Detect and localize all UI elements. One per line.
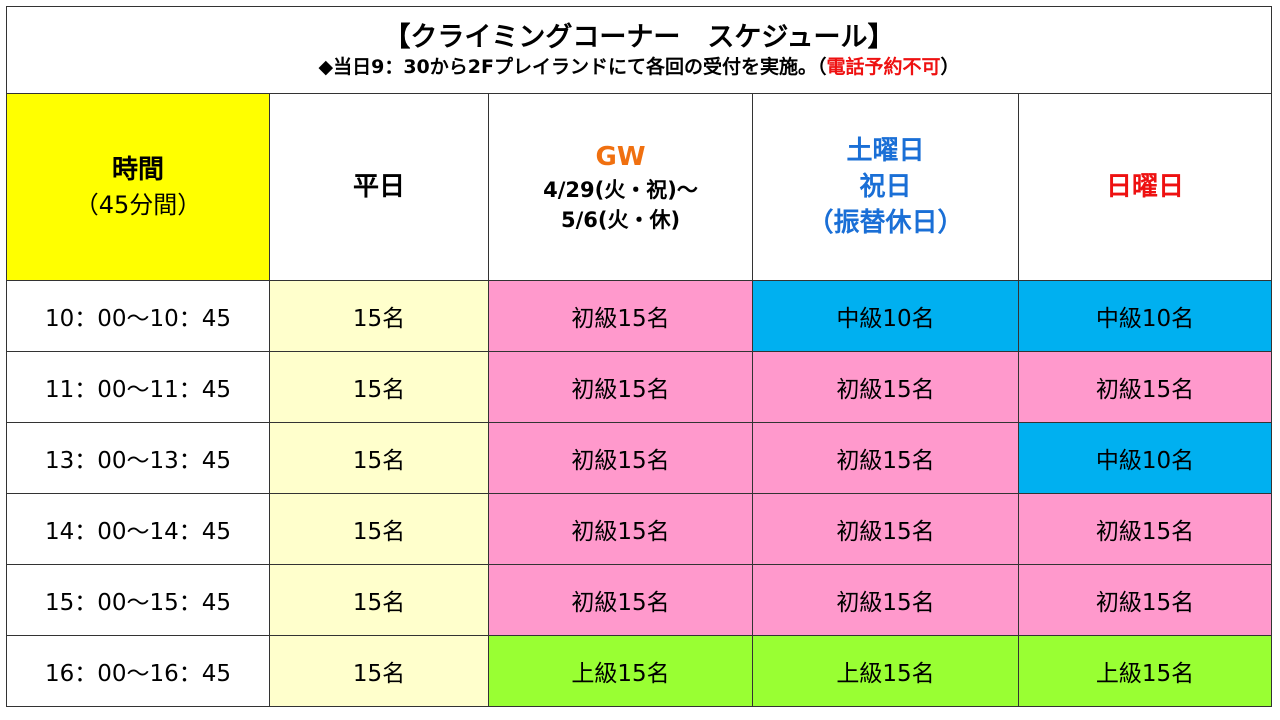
gw-cell: 初級15名: [488, 493, 753, 565]
weekday-cell: 15名: [269, 564, 489, 636]
saturday-cell: 中級10名: [752, 280, 1019, 352]
gw-cell: 初級15名: [488, 422, 753, 494]
weekday-cell: 15名: [269, 351, 489, 423]
header-gw: GW 4/29(火・祝)～ 5/6(火・休): [488, 93, 753, 281]
weekday-cell: 15名: [269, 493, 489, 565]
time-cell: 10：00～10：45: [6, 280, 270, 352]
schedule-subtitle: ◆当日9：30から2Fプレイランドにて各回の受付を実施。（電話予約不可）: [8, 55, 1271, 79]
subtitle-no-phone: 電話予約不可: [826, 56, 941, 78]
header-saturday: 土曜日 祝日 （振替休日）: [752, 93, 1019, 281]
header-weekday: 平日: [269, 93, 489, 281]
saturday-cell: 初級15名: [752, 351, 1019, 423]
header-sunday-label: 日曜日: [1105, 172, 1184, 202]
header-saturday-line3: （振替休日）: [807, 208, 964, 238]
table-row: 14：00～14：45 15名 初級15名 初級15名 初級15名: [6, 493, 1272, 565]
header-time-sub: （45分間）: [74, 191, 202, 219]
gw-cell: 初級15名: [488, 564, 753, 636]
subtitle-end: ）: [940, 56, 960, 78]
saturday-cell: 初級15名: [752, 493, 1019, 565]
sunday-cell: 上級15名: [1018, 635, 1272, 707]
header-gw-label: GW: [595, 142, 646, 172]
schedule-table: 【クライミングコーナー スケジュール】 ◆当日9：30から2Fプレイランドにて各…: [6, 6, 1272, 707]
sunday-cell: 初級15名: [1018, 351, 1272, 423]
title-cell: 【クライミングコーナー スケジュール】 ◆当日9：30から2Fプレイランドにて各…: [6, 6, 1272, 94]
sunday-cell: 中級10名: [1018, 422, 1272, 494]
table-row: 11：00～11：45 15名 初級15名 初級15名 初級15名: [6, 351, 1272, 423]
subtitle-main: ◆当日9：30から2Fプレイランドにて各回の受付を実施。（: [318, 56, 827, 78]
time-cell: 11：00～11：45: [6, 351, 270, 423]
saturday-cell: 上級15名: [752, 635, 1019, 707]
header-weekday-label: 平日: [352, 172, 405, 202]
schedule-title: 【クライミングコーナー スケジュール】: [383, 22, 895, 53]
gw-cell: 初級15名: [488, 280, 753, 352]
gw-cell: 上級15名: [488, 635, 753, 707]
header-gw-range-end: 5/6(火・休): [560, 208, 681, 232]
weekday-cell: 15名: [269, 280, 489, 352]
gw-cell: 初級15名: [488, 351, 753, 423]
header-sunday: 日曜日: [1018, 93, 1272, 281]
sunday-cell: 初級15名: [1018, 493, 1272, 565]
header-time: 時間 （45分間）: [6, 93, 270, 281]
time-cell: 15：00～15：45: [6, 564, 270, 636]
weekday-cell: 15名: [269, 635, 489, 707]
sunday-cell: 中級10名: [1018, 280, 1272, 352]
header-time-label: 時間: [111, 155, 164, 185]
table-row: 15：00～15：45 15名 初級15名 初級15名 初級15名: [6, 564, 1272, 636]
table-row: 16：00～16：45 15名 上級15名 上級15名 上級15名: [6, 635, 1272, 707]
header-saturday-line1: 土曜日: [846, 136, 925, 166]
saturday-cell: 初級15名: [752, 564, 1019, 636]
saturday-cell: 初級15名: [752, 422, 1019, 494]
time-cell: 14：00～14：45: [6, 493, 270, 565]
time-cell: 16：00～16：45: [6, 635, 270, 707]
header-saturday-line2: 祝日: [859, 172, 912, 202]
sunday-cell: 初級15名: [1018, 564, 1272, 636]
table-row: 10：00～10：45 15名 初級15名 中級10名 中級10名: [6, 280, 1272, 352]
weekday-cell: 15名: [269, 422, 489, 494]
header-gw-range-start: 4/29(火・祝)～: [543, 178, 698, 202]
table-row: 13：00～13：45 15名 初級15名 初級15名 中級10名: [6, 422, 1272, 494]
time-cell: 13：00～13：45: [6, 422, 270, 494]
